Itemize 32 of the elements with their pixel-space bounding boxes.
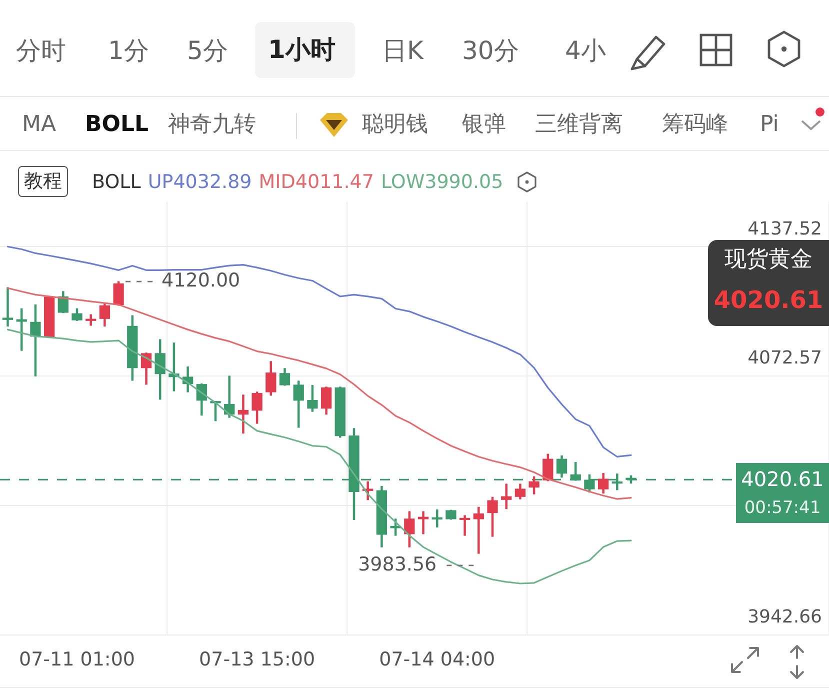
text: 筹码峰	[662, 111, 728, 138]
annotation: 3983.56	[358, 553, 437, 576]
text: MID4011.47	[258, 171, 374, 193]
text: 三维背离	[535, 111, 623, 138]
annotation: 4120.00	[162, 269, 240, 292]
text: Pi	[760, 111, 779, 138]
text: 日K	[382, 35, 424, 66]
text: 4020.61	[708, 280, 829, 326]
legend-title: BOLL	[92, 171, 141, 193]
text: 4小	[565, 35, 606, 66]
text: 神奇九转	[168, 111, 256, 138]
y-tick-label: 3942.66	[748, 606, 822, 628]
x-tick-label: 07-14 04:00	[379, 648, 496, 670]
x-tick-label: 07-13 15:00	[199, 648, 316, 670]
y-tick-label: 4072.57	[748, 348, 822, 369]
text: 分时	[16, 35, 66, 66]
text: 30分	[462, 35, 519, 66]
tutorial-button: 教程	[18, 166, 68, 197]
text: UP4032.89	[148, 171, 252, 193]
selected-tab: 1小时	[255, 22, 355, 78]
text: 1分	[108, 35, 149, 66]
text: MA	[22, 111, 56, 138]
text: 聪明钱	[362, 111, 428, 138]
text: LOW3990.05	[380, 171, 504, 193]
text: 现货黄金	[708, 240, 829, 280]
text: BOLL	[85, 111, 149, 138]
x-tick-label: 07-11 01:00	[19, 648, 136, 670]
text: 银弹	[462, 111, 506, 138]
y-tick-label: 4137.52	[748, 218, 822, 240]
text: 00:57:41	[736, 495, 829, 523]
text: 5分	[187, 35, 228, 66]
text: 4020.61	[736, 463, 829, 495]
